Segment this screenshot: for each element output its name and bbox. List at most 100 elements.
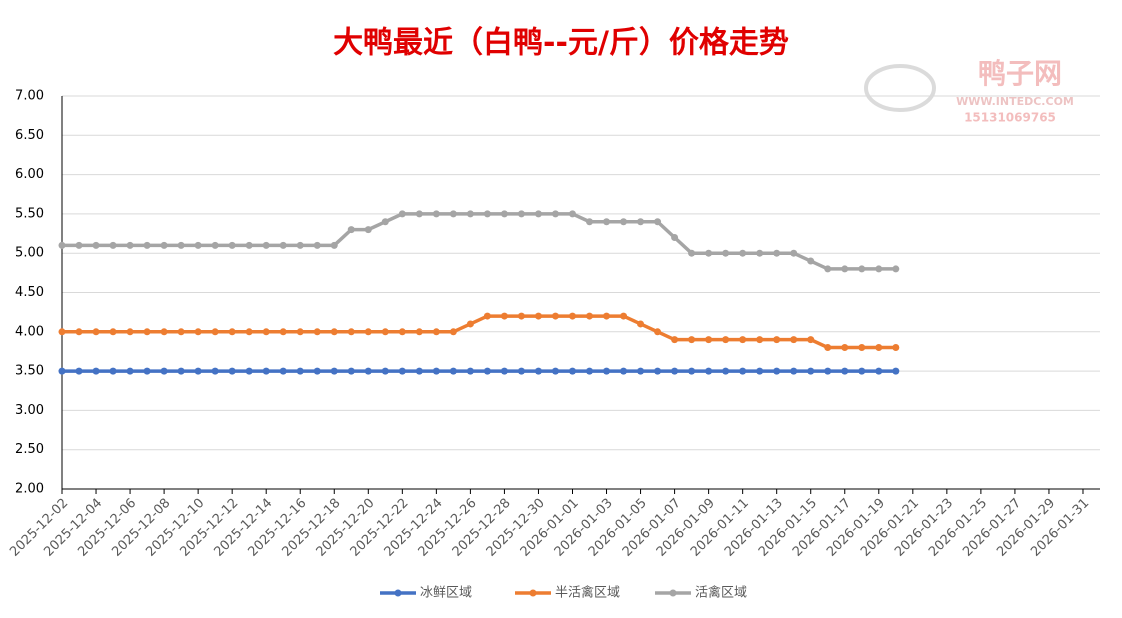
point (551, 312, 559, 320)
point (296, 367, 304, 375)
point (773, 367, 781, 375)
point (415, 328, 423, 336)
point (892, 367, 900, 375)
watermark-name: 鸭子网 (978, 57, 1062, 90)
y-tick-label: 2.00 (15, 482, 44, 497)
point (177, 367, 185, 375)
point (58, 367, 66, 375)
y-tick-label: 2.50 (15, 442, 44, 457)
point (568, 367, 576, 375)
point (330, 328, 338, 336)
point (517, 210, 525, 218)
point (705, 336, 713, 344)
point (790, 367, 798, 375)
point (671, 367, 679, 375)
point (568, 210, 576, 218)
watermark-logo (864, 64, 936, 112)
watermark: 鸭子网 WWW.INTEDC.COM 15131069765 (864, 57, 1074, 125)
point (500, 210, 508, 218)
point (177, 241, 185, 249)
watermark-phone: 15131069765 (964, 111, 1056, 125)
point (722, 367, 730, 375)
point (739, 249, 747, 257)
point (858, 344, 866, 352)
point (483, 210, 491, 218)
point (824, 344, 832, 352)
point (841, 344, 849, 352)
point (773, 336, 781, 344)
point (398, 328, 406, 336)
point (722, 336, 730, 344)
point (637, 320, 645, 328)
point (228, 367, 236, 375)
point (551, 210, 559, 218)
point (330, 367, 338, 375)
point (517, 312, 525, 320)
point (807, 367, 815, 375)
point (466, 320, 474, 328)
y-tick-label: 3.50 (15, 364, 44, 379)
point (92, 241, 100, 249)
point (415, 367, 423, 375)
y-tick-label: 5.50 (15, 206, 44, 221)
legend-marker (669, 589, 677, 597)
point (313, 241, 321, 249)
point (449, 210, 457, 218)
point (75, 241, 83, 249)
point (654, 328, 662, 336)
point (773, 249, 781, 257)
point (620, 312, 628, 320)
point (415, 210, 423, 218)
y-tick-label: 4.00 (15, 324, 44, 339)
point (568, 312, 576, 320)
point (824, 367, 832, 375)
point (654, 218, 662, 226)
chart-title: 大鸭最近（白鸭--元/斤）价格走势 (333, 26, 789, 61)
point (551, 367, 559, 375)
point (381, 218, 389, 226)
point (126, 367, 134, 375)
point (688, 249, 696, 257)
point (756, 249, 764, 257)
point (705, 249, 713, 257)
point (875, 367, 883, 375)
point (790, 336, 798, 344)
point (245, 367, 253, 375)
point (671, 233, 679, 241)
point (586, 367, 594, 375)
point (432, 210, 440, 218)
point (858, 367, 866, 375)
point (603, 367, 611, 375)
legend-label: 半活禽区域 (555, 585, 620, 601)
point (892, 265, 900, 273)
point (381, 328, 389, 336)
point (586, 312, 594, 320)
point (313, 367, 321, 375)
point (194, 328, 202, 336)
point (160, 328, 168, 336)
point (109, 241, 117, 249)
legend-label: 活禽区域 (695, 585, 747, 601)
point (688, 367, 696, 375)
point (262, 367, 270, 375)
point (432, 328, 440, 336)
point (432, 367, 440, 375)
y-tick-label: 6.50 (15, 128, 44, 143)
point (364, 328, 372, 336)
point (671, 336, 679, 344)
point (228, 241, 236, 249)
point (449, 367, 457, 375)
point (109, 367, 117, 375)
point (466, 367, 474, 375)
point (620, 367, 628, 375)
point (245, 241, 253, 249)
point (313, 328, 321, 336)
point (262, 328, 270, 336)
y-tick-label: 4.50 (15, 285, 44, 300)
point (143, 241, 151, 249)
point (483, 367, 491, 375)
point (364, 226, 372, 234)
point (279, 367, 287, 375)
point (534, 367, 542, 375)
point (739, 367, 747, 375)
